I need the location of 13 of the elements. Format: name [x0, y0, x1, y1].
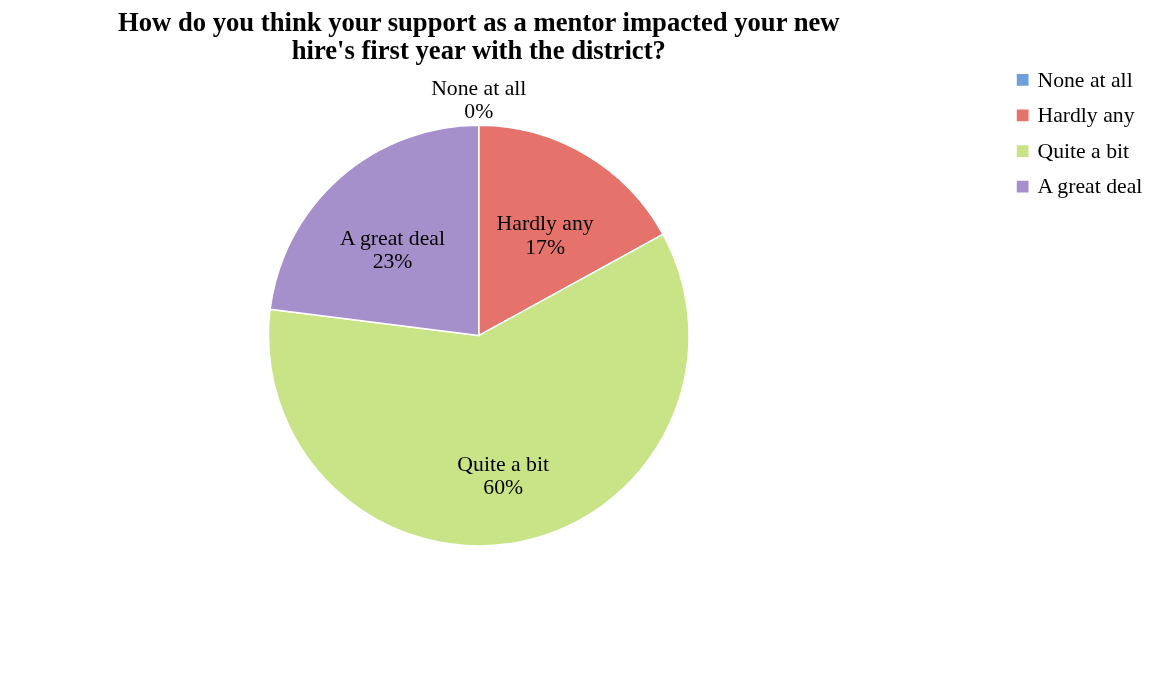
text: 0%	[464, 99, 494, 124]
category-label: None at all	[431, 75, 527, 100]
legend-label: Hardly any	[1037, 103, 1135, 128]
slice-label: A great deal	[340, 225, 445, 250]
legend-label: Quite a bit	[1037, 138, 1130, 163]
data-label: 23%	[372, 249, 413, 274]
data-label: 17%	[525, 235, 566, 259]
legend-label: None at all	[1037, 67, 1133, 92]
chart-title: How do you think your support as a mentor impacted your new hire's first year with the district?	[117, 6, 841, 66]
legend-label: A great deal	[1037, 174, 1143, 199]
data-label: 60%	[483, 475, 524, 500]
slice-label: Hardly any	[496, 211, 594, 236]
slice-label: Quite a bit	[457, 451, 549, 476]
